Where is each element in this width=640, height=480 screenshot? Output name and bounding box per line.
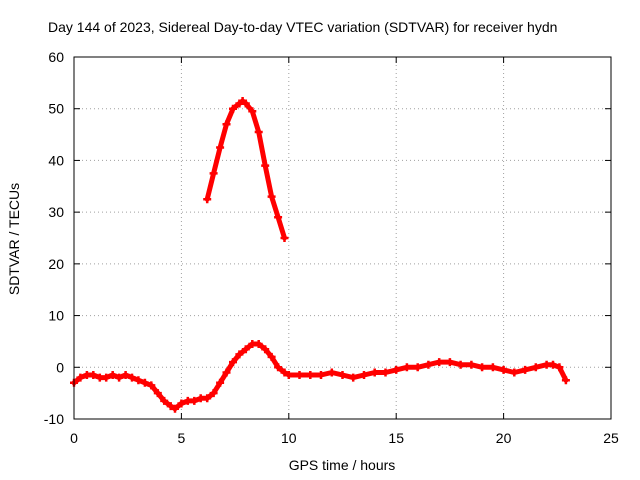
plot-frame <box>73 56 612 420</box>
data-point <box>467 360 476 369</box>
data-point <box>267 352 276 361</box>
data-point <box>229 358 237 367</box>
data-point <box>76 373 85 382</box>
data-point <box>280 368 289 377</box>
data-point <box>241 99 250 108</box>
data-point <box>349 373 358 382</box>
chart-title: Day 144 of 2023, Sidereal Day-to-day VTE… <box>48 19 557 35</box>
data-point <box>108 371 117 379</box>
data-point <box>254 340 263 348</box>
ticks-layer: 0 5 10 15 20 25 -10 0 10 20 30 40 50 60 <box>44 49 619 446</box>
data-point <box>128 373 136 382</box>
data-point <box>209 169 218 178</box>
data-point <box>284 371 293 379</box>
data-point <box>413 363 422 372</box>
data-point <box>222 368 231 377</box>
y-tick-label: 60 <box>48 49 64 65</box>
data-point <box>392 365 401 374</box>
series-trace <box>204 98 287 241</box>
data-point <box>248 107 257 116</box>
data-point <box>456 360 465 369</box>
data-point <box>488 363 497 372</box>
data-point <box>203 394 212 403</box>
data-point <box>190 396 199 405</box>
data-point <box>229 104 237 113</box>
data-point <box>499 365 508 374</box>
data-point <box>203 195 212 204</box>
y-tick-label: 0 <box>56 359 64 375</box>
data-point <box>402 363 411 372</box>
data-point <box>267 192 276 201</box>
data-point <box>261 161 270 170</box>
y-tick-label: 50 <box>48 101 64 117</box>
data-point <box>510 368 519 377</box>
data-point <box>177 399 186 408</box>
data-point <box>317 371 325 379</box>
data-point <box>102 373 111 382</box>
data-point <box>424 360 433 369</box>
data-point <box>555 363 564 372</box>
x-tick-label: 5 <box>178 430 186 446</box>
x-axis-label: GPS time / hours <box>289 457 396 473</box>
data-point <box>171 404 179 413</box>
y-tick-label: 20 <box>48 256 64 272</box>
data-point <box>370 368 379 377</box>
data-point <box>381 368 390 377</box>
grid-layer <box>74 57 611 419</box>
y-tick-label: 10 <box>48 308 64 324</box>
data-point <box>134 376 143 385</box>
data-point <box>360 371 368 379</box>
data-point <box>561 376 570 385</box>
data-point <box>222 120 231 129</box>
data-point <box>216 378 225 387</box>
data-point <box>147 381 156 390</box>
x-tick-label: 25 <box>603 430 619 446</box>
data-point <box>241 345 250 354</box>
data-point <box>216 143 225 152</box>
data-point <box>121 371 130 379</box>
y-axis-label: SDTVAR / TECUs <box>6 183 22 295</box>
data-point <box>261 345 270 354</box>
data-point <box>235 350 244 359</box>
x-tick-label: 10 <box>281 430 297 446</box>
y-tick-label: 30 <box>48 204 64 220</box>
data-point <box>274 363 283 372</box>
y-tick-label: 40 <box>48 152 64 168</box>
series-layer <box>70 97 570 413</box>
x-tick-label: 15 <box>388 430 404 446</box>
data-point <box>209 389 218 398</box>
data-point <box>327 368 336 377</box>
data-point <box>254 128 263 136</box>
x-tick-label: 0 <box>70 430 78 446</box>
data-point <box>115 373 124 382</box>
data-point <box>435 358 444 367</box>
data-point <box>89 371 98 379</box>
data-point <box>274 213 283 222</box>
data-point <box>295 371 304 379</box>
data-point <box>531 363 540 372</box>
y-tick-label: -10 <box>44 411 64 427</box>
data-point <box>521 365 530 374</box>
data-point <box>445 358 454 367</box>
x-tick-label: 20 <box>496 430 512 446</box>
data-point <box>153 389 162 398</box>
data-point <box>306 371 315 379</box>
data-point <box>280 234 289 242</box>
data-point <box>478 363 487 372</box>
data-point <box>338 371 347 379</box>
data-point <box>140 378 149 387</box>
data-point <box>166 402 175 411</box>
data-point <box>549 360 557 369</box>
data-point <box>160 396 169 405</box>
